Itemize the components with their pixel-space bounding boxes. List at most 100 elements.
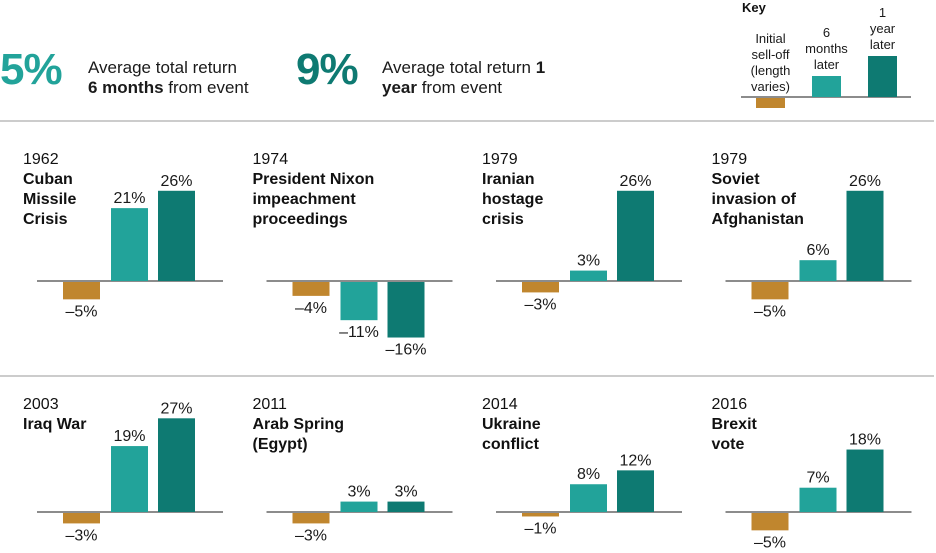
bar-sell-off bbox=[63, 282, 100, 300]
bar-sell-off bbox=[522, 513, 559, 517]
event-name-line: Soviet bbox=[711, 171, 760, 188]
bar-value-label: –5% bbox=[754, 534, 786, 551]
stat-6-months-bold: 6 months bbox=[88, 78, 164, 97]
event-name-line: Crisis bbox=[23, 211, 68, 228]
bar-value-label: 6% bbox=[806, 242, 829, 259]
event-year: 1979 bbox=[711, 151, 748, 168]
bar-value-label: –3% bbox=[65, 527, 97, 544]
stat-6-months-text: Average total return 6 months from event bbox=[88, 58, 249, 98]
event-name-line: Missile bbox=[23, 191, 77, 208]
event-name-line: impeachment bbox=[252, 191, 356, 208]
stat-1-year-line1-pre: Average total return bbox=[382, 58, 536, 77]
bar-6-months bbox=[340, 282, 378, 321]
key-label-6-months: 6 months later bbox=[795, 25, 859, 73]
bar-value-label: –4% bbox=[295, 300, 327, 317]
event-name-line: proceedings bbox=[252, 211, 348, 228]
bar-sell-off bbox=[292, 282, 330, 296]
bar-sell-off bbox=[751, 282, 789, 300]
key-label-line: sell-off bbox=[751, 47, 790, 62]
separator-top bbox=[0, 120, 934, 122]
key-label-line: months bbox=[805, 41, 848, 56]
stat-6-months-rest: from event bbox=[163, 78, 249, 97]
event-name-line: Afghanistan bbox=[711, 211, 804, 228]
bar-value-label: 26% bbox=[849, 173, 881, 190]
bar-value-label: 3% bbox=[577, 253, 600, 270]
event-name-line: Cuban bbox=[23, 171, 73, 188]
event-name-line: Iranian bbox=[482, 171, 535, 188]
bar-sell-off bbox=[522, 282, 559, 293]
key-swatch-6-months bbox=[812, 76, 841, 97]
stat-6-months-line1: Average total return bbox=[88, 58, 237, 77]
stat-1-year-line2: year from event bbox=[382, 78, 545, 98]
bar-value-label: –3% bbox=[295, 527, 327, 544]
bar-sell-off bbox=[63, 513, 100, 524]
stat-1-year-value: 9% bbox=[296, 45, 359, 94]
bar-value-label: –16% bbox=[386, 342, 427, 359]
key-label-1-year: 1 year later bbox=[851, 5, 915, 53]
event-year: 2011 bbox=[252, 396, 287, 413]
bar-value-label: 8% bbox=[577, 466, 600, 483]
event-name-line: Brexit bbox=[711, 416, 757, 433]
stat-6-months-line2: 6 months from event bbox=[88, 78, 249, 98]
bar-value-label: 26% bbox=[160, 173, 192, 190]
event-year: 1962 bbox=[23, 151, 59, 168]
bar-1-year bbox=[158, 190, 195, 281]
bar-6-months bbox=[799, 260, 837, 281]
key-label-line: later bbox=[869, 37, 896, 52]
bar-sell-off bbox=[751, 513, 789, 531]
key-label-sell-off: Initial sell-off (length varies) bbox=[739, 31, 803, 95]
bar-value-label: –5% bbox=[754, 303, 786, 320]
bar-6-months bbox=[799, 487, 837, 512]
event-name-line: (Egypt) bbox=[252, 436, 308, 453]
bar-value-label: 21% bbox=[113, 190, 145, 207]
event-year: 1974 bbox=[252, 151, 289, 168]
bar-value-label: –1% bbox=[524, 520, 556, 537]
event-name-line: invasion of bbox=[711, 191, 796, 208]
bar-1-year bbox=[846, 190, 884, 281]
event-name-line: Iraq War bbox=[23, 416, 87, 433]
bar-value-label: 18% bbox=[849, 432, 881, 449]
event-name-line: crisis bbox=[482, 211, 524, 228]
key-swatch-1-year bbox=[868, 56, 897, 97]
event-name-line: Arab Spring bbox=[252, 416, 345, 433]
bar-6-months bbox=[340, 501, 378, 512]
event-name-line: Ukraine bbox=[482, 416, 541, 433]
key-label-line: 1 bbox=[878, 5, 887, 20]
bar-value-label: 19% bbox=[113, 428, 145, 445]
bar-1-year bbox=[617, 190, 654, 281]
separator-middle bbox=[0, 375, 934, 377]
bar-6-months bbox=[111, 208, 148, 281]
bar-value-label: –11% bbox=[339, 324, 379, 341]
event-year: 2014 bbox=[482, 396, 518, 413]
bar-value-label: –3% bbox=[524, 296, 556, 313]
bar-value-label: 3% bbox=[347, 484, 370, 501]
bar-1-year bbox=[846, 449, 884, 512]
bar-1-year bbox=[617, 470, 654, 512]
bar-value-label: 12% bbox=[619, 452, 651, 469]
bar-6-months bbox=[570, 484, 607, 512]
bar-1-year bbox=[387, 282, 425, 338]
key-label-line: later bbox=[813, 57, 840, 72]
event-name-line: conflict bbox=[482, 436, 539, 453]
bar-6-months bbox=[570, 270, 607, 281]
bar-6-months bbox=[111, 446, 148, 512]
event-name-line: hostage bbox=[482, 191, 544, 208]
stat-1-year-rest: from event bbox=[416, 78, 503, 97]
bar-value-label: 27% bbox=[160, 400, 192, 417]
key-label-line: varies) bbox=[750, 79, 790, 94]
key-label-line: 6 bbox=[822, 25, 831, 40]
key-label-line: (length bbox=[750, 63, 791, 78]
bar-value-label: 3% bbox=[394, 484, 417, 501]
stat-1-year-line1: Average total return 1 bbox=[382, 58, 545, 78]
event-year: 2016 bbox=[711, 396, 748, 413]
stat-1-year-line1-bold: 1 bbox=[535, 58, 546, 77]
key-label-line: year bbox=[869, 21, 896, 36]
bar-value-label: –5% bbox=[65, 303, 97, 320]
bar-1-year bbox=[387, 501, 425, 512]
key-label-line: Initial bbox=[755, 31, 786, 46]
event-name-line: vote bbox=[711, 436, 745, 453]
stat-1-year-text: Average total return 1 year from event bbox=[382, 58, 545, 98]
bar-1-year bbox=[158, 418, 195, 512]
event-name-line: President Nixon bbox=[252, 171, 375, 188]
